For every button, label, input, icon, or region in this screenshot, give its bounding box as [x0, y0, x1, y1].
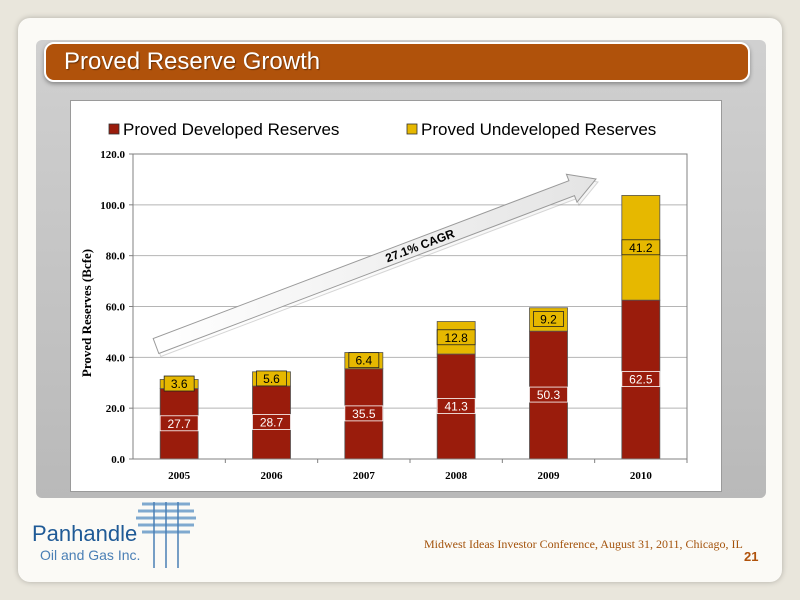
data-label: 27.7	[167, 417, 191, 431]
page-number: 21	[744, 549, 759, 564]
data-label-box	[256, 370, 287, 387]
chart-svg: Proved Developed Reserves Proved Undevelo…	[79, 120, 688, 482]
data-label: 35.5	[352, 407, 376, 421]
y-tick-label: 120.0	[100, 149, 125, 161]
legend-label: Proved Undeveloped Reserves	[421, 120, 656, 139]
data-label-box	[533, 311, 564, 327]
y-tick-label: 60.0	[106, 302, 126, 314]
data-label-box	[621, 371, 661, 387]
data-label-box	[344, 405, 384, 422]
y-tick-label: 40.0	[106, 352, 126, 364]
data-label-box	[252, 414, 291, 430]
y-tick-label: 100.0	[100, 200, 125, 212]
x-tick-label: 2010	[630, 470, 653, 482]
arrow-shape	[152, 173, 597, 355]
x-tick-label: 2005	[168, 470, 191, 482]
data-label-box	[529, 386, 568, 403]
legend-label: Proved Developed Reserves	[123, 120, 339, 139]
data-label-box	[163, 375, 195, 392]
y-tick-label: 0.0	[111, 454, 125, 466]
data-label: 50.3	[537, 388, 561, 402]
x-tick-label: 2006	[261, 470, 284, 482]
x-tick-label: 2007	[353, 470, 376, 482]
legend-swatch	[108, 123, 120, 135]
data-label-box	[436, 329, 476, 346]
data-label-box	[621, 239, 661, 256]
chart-axes: 0.0 20.0 40.0 60.0 80.0 100.0 120.0 2005 2006 200…	[100, 149, 688, 482]
chart-area: Proved Developed Reserves Proved Undevelo…	[70, 100, 722, 492]
data-label: 12.8	[444, 331, 468, 345]
y-axis-label: Proved Reserves (Bcfe)	[79, 249, 94, 377]
data-label: 28.7	[260, 416, 284, 430]
y-tick-label: 80.0	[106, 251, 126, 263]
x-tick-label: 2008	[445, 470, 468, 482]
logo-mark-icon: Panhandle Oil and Gas Inc.	[32, 502, 196, 568]
data-label: 62.5	[629, 373, 653, 387]
slide-title: Proved Reserve Growth	[64, 48, 321, 75]
data-label: 6.4	[355, 354, 372, 368]
data-label: 41.2	[629, 241, 653, 255]
chart-legend: Proved Developed Reserves Proved Undevelo…	[108, 120, 656, 139]
data-label-box	[436, 398, 476, 414]
company-logo: Panhandle Oil and Gas Inc.	[30, 498, 210, 575]
data-label: 9.2	[540, 312, 557, 326]
title-bar: Proved Reserve Growth	[44, 42, 750, 82]
data-label: 3.6	[171, 377, 188, 391]
chart-gridlines	[133, 204, 687, 409]
data-label-box	[348, 352, 380, 369]
logo-name: Panhandle	[32, 521, 137, 546]
footer-text: Midwest Ideas Investor Conference, Augus…	[424, 537, 743, 551]
x-tick-label: 2009	[538, 470, 561, 482]
chart-bars: 27.7 3.6 28.7 5.6 35.5 6.4 41.3 12.8 50.3 9.2 62.5…	[159, 195, 661, 460]
legend-swatch	[406, 123, 418, 135]
y-tick-label: 20.0	[106, 403, 126, 415]
data-label: 41.3	[444, 400, 468, 414]
logo-subtitle: Oil and Gas Inc.	[40, 547, 140, 563]
data-label: 5.6	[263, 372, 280, 386]
data-label-box	[159, 415, 199, 432]
